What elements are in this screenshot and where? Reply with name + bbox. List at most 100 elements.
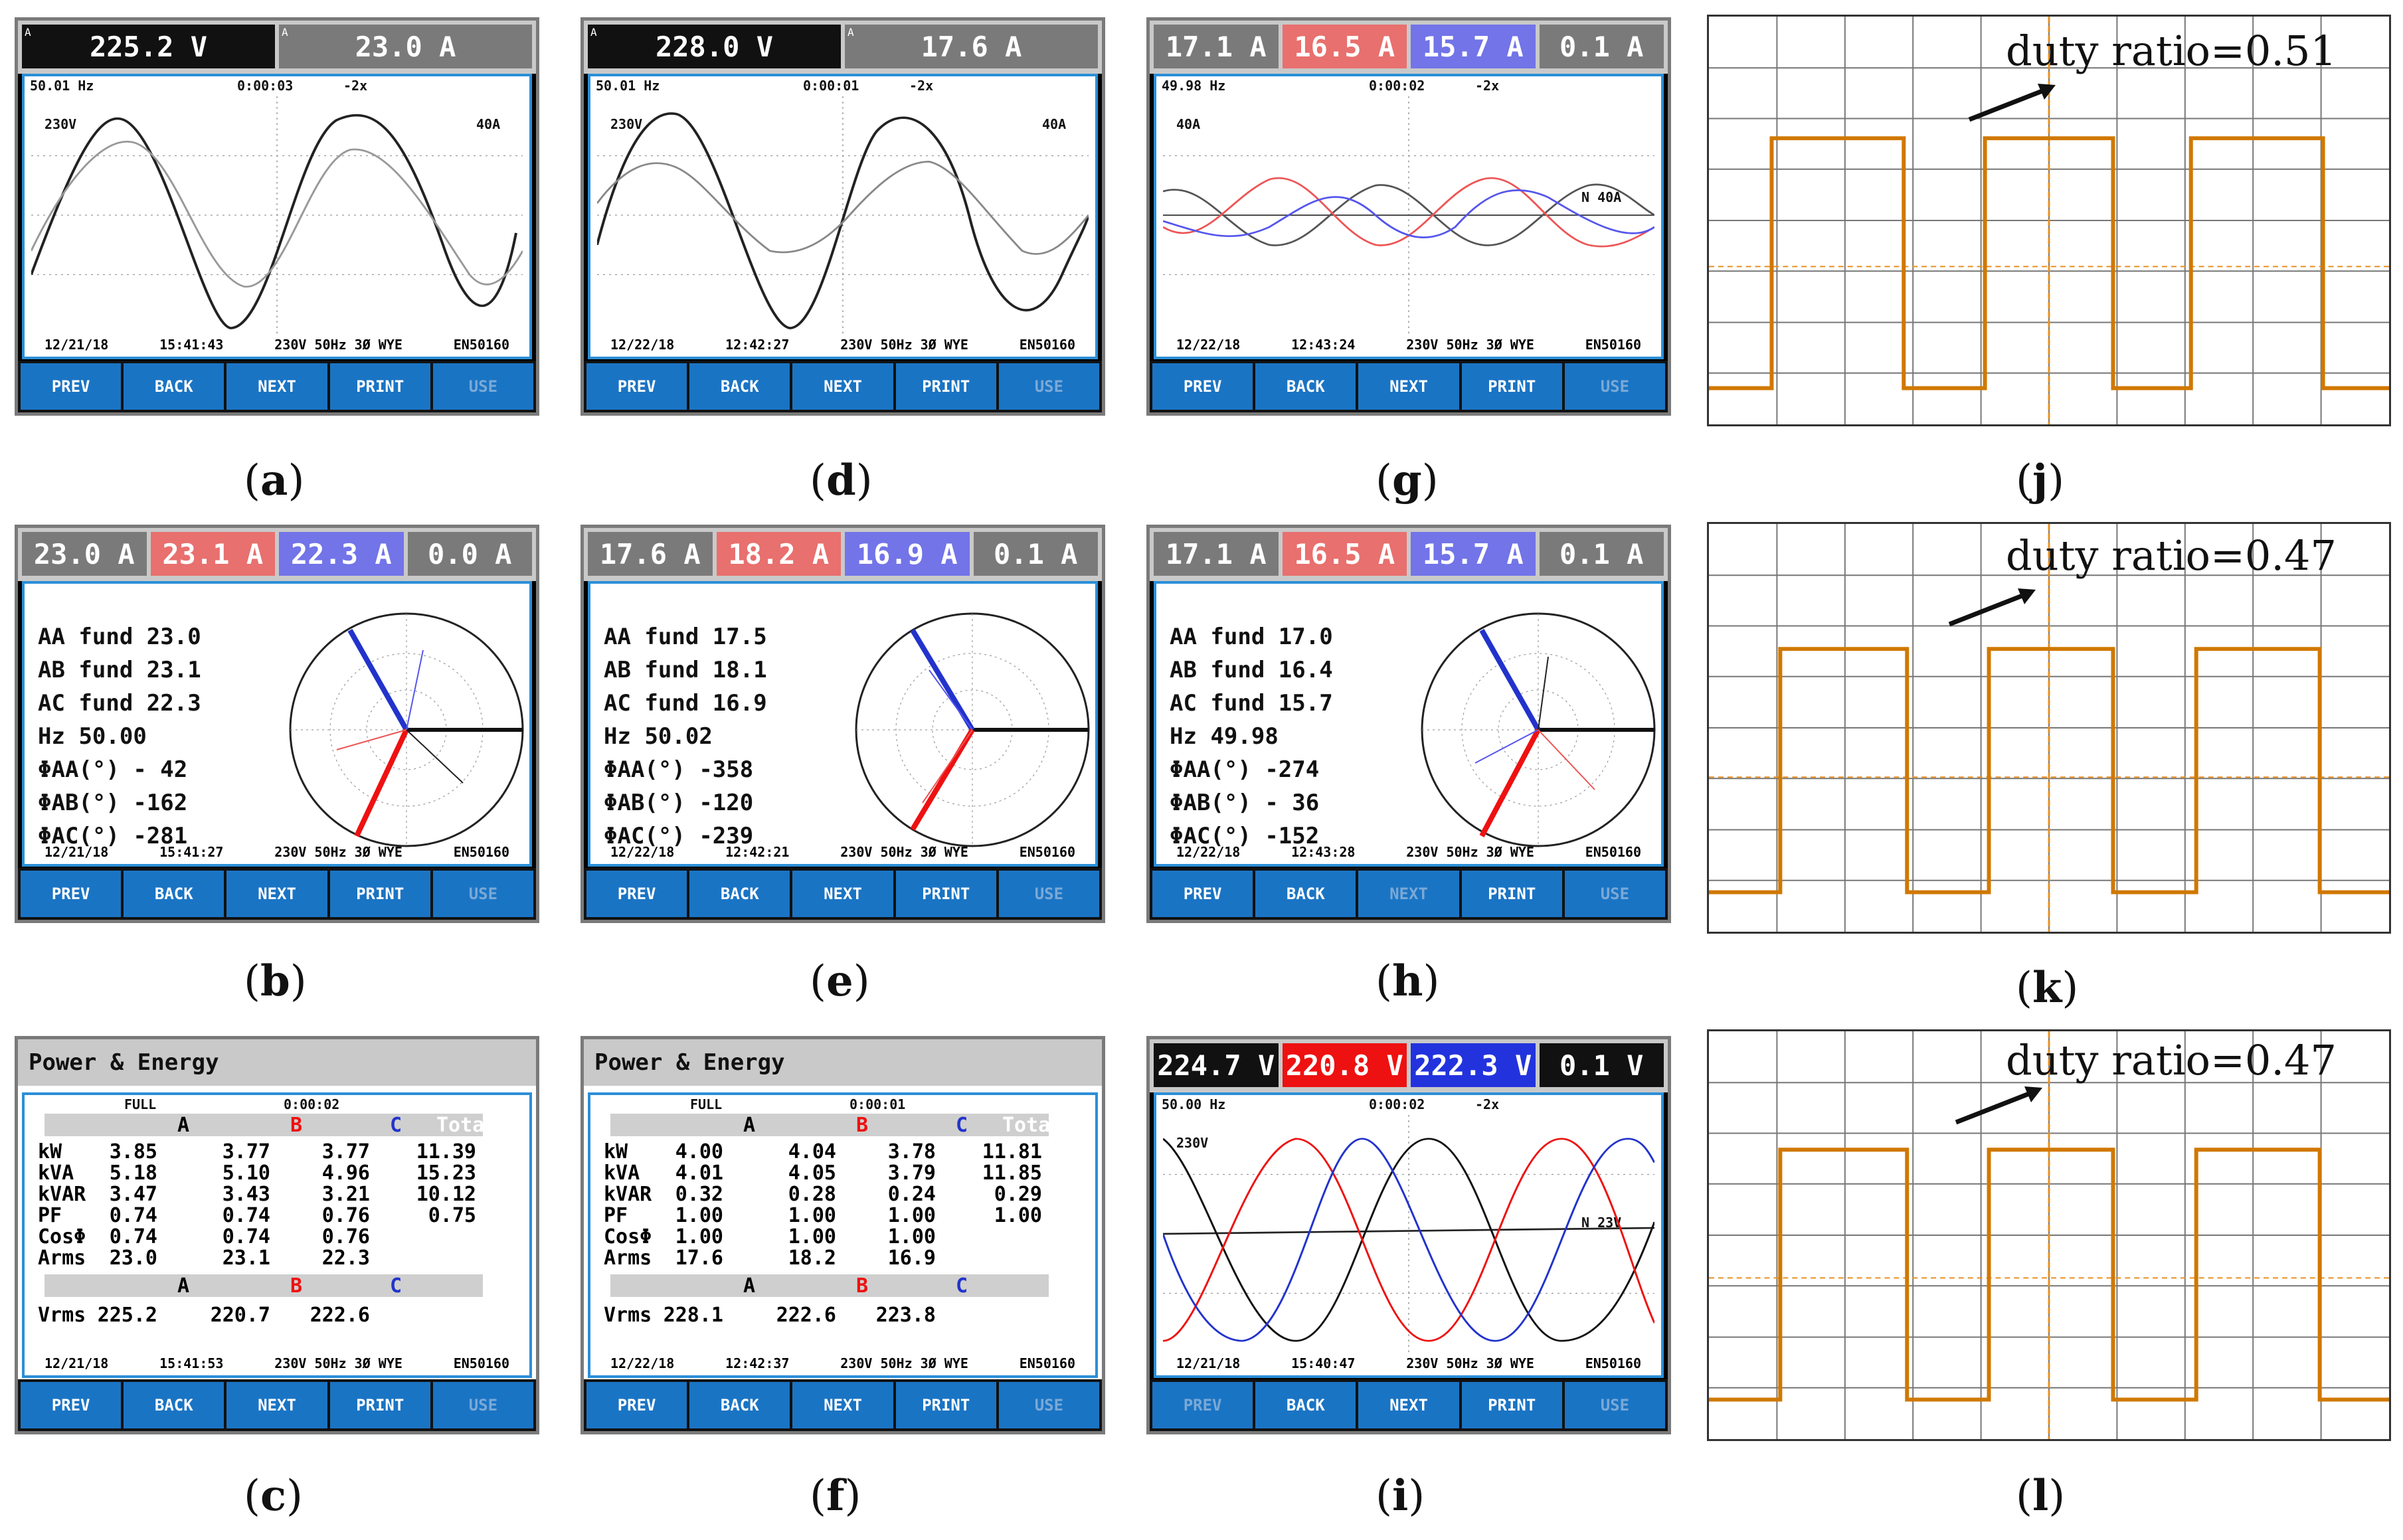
- back-button[interactable]: BACK: [1255, 363, 1356, 410]
- softkey-bar: PREV BACK NEXT PRINT USE: [18, 361, 536, 412]
- table-row: kVA 4.01 4.05 3.79 11.85: [604, 1161, 1042, 1185]
- caption: (b): [244, 956, 307, 1006]
- caption-j: (j): [2016, 456, 2065, 505]
- elapsed-time: 0:00:02: [1369, 78, 1425, 94]
- prev-button[interactable]: PREV: [21, 1382, 122, 1428]
- print-button[interactable]: PRINT: [1461, 363, 1562, 410]
- back-button[interactable]: BACK: [1255, 871, 1356, 917]
- print-button[interactable]: PRINT: [329, 871, 430, 917]
- next-button[interactable]: NEXT: [1358, 363, 1459, 410]
- analyzer-screen-c: Power & Energy FULL 0:00:02 A B C Total …: [15, 1036, 539, 1434]
- softkey-bar: PREV BACK NEXT PRINT USE: [1150, 1379, 1668, 1431]
- back-button[interactable]: BACK: [689, 871, 790, 917]
- prev-button[interactable]: PREV: [21, 363, 122, 410]
- neutral-scale: N 40A: [1581, 189, 1622, 205]
- vrms-header-row: A B C: [44, 1274, 483, 1298]
- print-button[interactable]: PRINT: [329, 363, 430, 410]
- phasor-screen-b: AA fund 23.0 AB fund 23.1 AC fund 22.3 H…: [22, 581, 532, 867]
- back-button[interactable]: BACK: [124, 1382, 224, 1428]
- phasor-diagram: [289, 612, 524, 847]
- table-row: kW 4.00 4.04 3.78 11.81: [604, 1140, 1042, 1163]
- print-button[interactable]: PRINT: [895, 363, 996, 410]
- analyzer-screen-d: A 228.0 V A 17.6 A 50.01 Hz 0:00:01 -2x 23…: [580, 17, 1105, 416]
- use-button[interactable]: USE: [998, 363, 1100, 410]
- print-button[interactable]: PRINT: [1461, 871, 1562, 917]
- oscilloscope-k: [1707, 522, 2391, 934]
- next-button[interactable]: NEXT: [226, 1382, 327, 1428]
- elapsed-time: 0:00:01: [849, 1096, 906, 1112]
- phase-c-trace: [1163, 1138, 1654, 1342]
- status-footer: 12/21/18 15:41:27 230V 50Hz 3Ø WYE EN50160: [44, 844, 509, 860]
- caption-k: (k): [2016, 963, 2079, 1013]
- zoom-level: -2x: [1475, 1096, 1500, 1112]
- prev-button[interactable]: PREV: [21, 871, 122, 917]
- header-h: 17.1 A 16.5 A 15.7 A 0.1 A: [1150, 528, 1668, 581]
- use-button[interactable]: USE: [998, 871, 1100, 917]
- phase-a-trace: [1163, 183, 1654, 246]
- back-button[interactable]: BACK: [689, 1382, 790, 1428]
- current-trace: [31, 140, 523, 288]
- readout-phase-a: 17.6 A: [588, 532, 713, 576]
- back-button[interactable]: BACK: [689, 363, 790, 410]
- readout-phase-c: 22.3 A: [279, 532, 404, 576]
- frequency: 50.01 Hz: [596, 78, 660, 94]
- status-footer: 12/22/18 12:42:27 230V 50Hz 3Ø WYE EN50160: [610, 337, 1075, 353]
- zoom-level: -2x: [909, 78, 934, 94]
- voltage-scale: 230V: [44, 116, 77, 132]
- next-button[interactable]: NEXT: [792, 1382, 893, 1428]
- use-button[interactable]: USE: [432, 871, 534, 917]
- print-button[interactable]: PRINT: [329, 1382, 430, 1428]
- softkey-bar: PREV BACK NEXT PRINT USE: [1150, 868, 1668, 920]
- table-row: PF 1.00 1.00 1.00 1.00: [604, 1204, 1042, 1227]
- print-button[interactable]: PRINT: [895, 1382, 996, 1428]
- panel-h: 17.1 A 16.5 A 15.7 A 0.1 A AA fund 17.0 …: [1146, 525, 1671, 1006]
- phase-b-trace: [1163, 177, 1654, 248]
- scope-screen-d: 50.01 Hz 0:00:01 -2x 230V 40A 12/22/18 12…: [588, 74, 1098, 359]
- use-button[interactable]: USE: [1564, 871, 1666, 917]
- prev-button[interactable]: PREV: [586, 363, 687, 410]
- next-button[interactable]: NEXT: [226, 871, 327, 917]
- prev-button[interactable]: PREV: [1152, 363, 1253, 410]
- next-button[interactable]: NEXT: [792, 363, 893, 410]
- header-e: 17.6 A 18.2 A 16.9 A 0.1 A: [584, 528, 1102, 581]
- panel-b: 23.0 A 23.1 A 22.3 A 0.0 A AA fund 23.0 …: [15, 525, 539, 1006]
- back-button[interactable]: BACK: [1255, 1382, 1356, 1428]
- use-button[interactable]: USE: [432, 363, 534, 410]
- next-button[interactable]: NEXT: [1358, 1382, 1459, 1428]
- use-button[interactable]: USE: [998, 1382, 1100, 1428]
- prev-button[interactable]: PREV: [1152, 1382, 1253, 1428]
- prev-button[interactable]: PREV: [586, 871, 687, 917]
- pwm-trace: [1709, 647, 2389, 895]
- softkey-bar: PREV BACK NEXT PRINT USE: [584, 361, 1102, 412]
- next-button[interactable]: NEXT: [1358, 871, 1459, 917]
- use-button[interactable]: USE: [1564, 1382, 1666, 1428]
- use-button[interactable]: USE: [1564, 363, 1666, 410]
- print-button[interactable]: PRINT: [895, 871, 996, 917]
- waveform-plot-g: [1163, 96, 1654, 334]
- next-button[interactable]: NEXT: [226, 363, 327, 410]
- print-button[interactable]: PRINT: [1461, 1382, 1562, 1428]
- table-row: CosΦ 0.74 0.74 0.76: [38, 1225, 370, 1248]
- panel-e: 17.6 A 18.2 A 16.9 A 0.1 A AA fund 17.5 …: [580, 525, 1105, 1006]
- prev-button[interactable]: PREV: [1152, 871, 1253, 917]
- readout-phase-b: 16.5 A: [1282, 532, 1407, 576]
- power-table: FULL 0:00:02 A B C Total kW 3.85 3.77 3.77 1…: [22, 1092, 532, 1378]
- prev-button[interactable]: PREV: [586, 1382, 687, 1428]
- caption-l: (l): [2016, 1471, 2066, 1521]
- softkey-bar: PREV BACK NEXT PRINT USE: [584, 1379, 1102, 1431]
- caption: (a): [244, 456, 305, 505]
- back-button[interactable]: BACK: [124, 871, 224, 917]
- analyzer-screen-f: Power & Energy FULL 0:00:01 A B C Total …: [580, 1036, 1105, 1434]
- table-row: kVAR 0.32 0.28 0.24 0.29: [604, 1183, 1042, 1206]
- readout-neutral: 0.1 V: [1539, 1043, 1664, 1087]
- phasor-diagram: [1421, 612, 1656, 847]
- status-footer: 12/21/18 15:40:47 230V 50Hz 3Ø WYE EN50160: [1176, 1355, 1641, 1371]
- use-button[interactable]: USE: [432, 1382, 534, 1428]
- panel-a: A 225.2 V A 23.0 A 50.01 Hz 0:00:03 -2x 23…: [15, 17, 539, 505]
- frequency: 50.00 Hz: [1162, 1096, 1226, 1112]
- page-title: Power & Energy: [584, 1039, 1102, 1086]
- back-button[interactable]: BACK: [124, 363, 224, 410]
- next-button[interactable]: NEXT: [792, 871, 893, 917]
- phase-c-trace: [1163, 189, 1654, 238]
- readout-phase-b: 18.2 A: [716, 532, 841, 576]
